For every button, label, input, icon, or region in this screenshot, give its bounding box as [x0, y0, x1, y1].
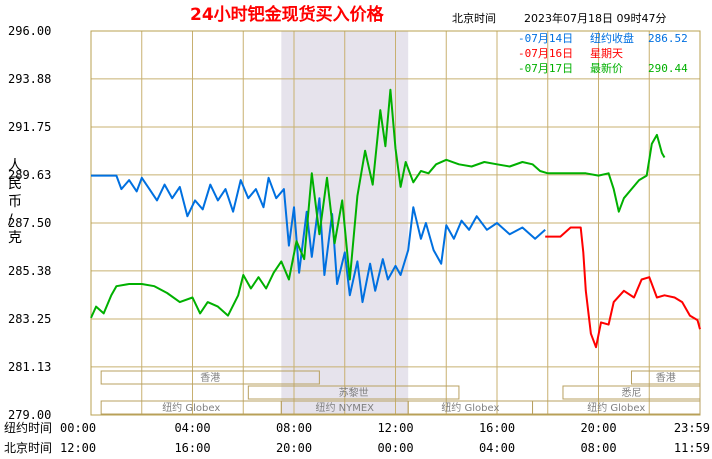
y-axis-label-char: 克	[8, 230, 22, 246]
series-line-2	[90, 88, 666, 319]
x-axis-ticks: 00:00 04:00 08:00 12:00 16:00 20:00 23:59 12:00…	[60, 421, 710, 455]
chart-title: 24小时钯金现货买入价格	[190, 4, 385, 25]
legend-value: 286.52	[648, 32, 688, 45]
y-tick-label: 287.50	[8, 216, 51, 230]
y-tick-label: 279.00	[8, 408, 51, 422]
tz-label: 北京时间	[452, 11, 496, 25]
session-label: 苏黎世	[339, 386, 369, 399]
y-tick-label: 283.25	[8, 312, 51, 326]
y-tick-label: 289.63	[8, 168, 51, 182]
x-tick-label-bj: 04:00	[479, 441, 515, 455]
y-axis-label-char: 民	[8, 176, 22, 192]
legend-label: 星期天	[590, 47, 623, 60]
x-tick-label-bj: 20:00	[276, 441, 312, 455]
y-tick-label: 296.00	[8, 24, 51, 38]
session-label: 香港	[200, 372, 220, 384]
session-box	[630, 370, 701, 385]
x-tick-label-bj: 11:59	[674, 441, 710, 455]
y-tick-label: 281.13	[8, 360, 51, 374]
series-line-1	[545, 226, 701, 349]
x-tick-label-bj: 12:00	[60, 441, 96, 455]
session-box	[100, 370, 320, 385]
session-box	[562, 385, 701, 400]
legend-value: 290.44	[648, 62, 688, 75]
ny-time-label: 纽约时间	[4, 420, 52, 435]
y-axis-label-char: 币	[8, 194, 22, 210]
y-axis-ticks: 296.00 293.88 291.75 289.63 287.50 285.38 283.…	[8, 24, 51, 422]
bj-time-label: 北京时间	[4, 441, 52, 455]
x-tick-label-ny: 16:00	[479, 421, 515, 435]
y-axis-label-char: 人	[8, 158, 22, 174]
y-axis-label: 人民币 / 克	[8, 158, 22, 246]
y-axis-label-char: /	[8, 212, 13, 228]
x-tick-label-ny: 20:00	[580, 421, 616, 435]
legend-date: -07月17日	[518, 62, 573, 75]
session-label: 纽约 Globex	[441, 401, 499, 414]
y-tick-label: 293.88	[8, 72, 51, 86]
legend-date: -07月16日	[518, 47, 573, 60]
session-label: 悉尼	[621, 387, 641, 399]
y-tick-label: 285.38	[8, 264, 51, 278]
x-tick-label-ny: 23:59	[674, 421, 710, 435]
timestamp: 2023年07月18日 09时47分	[524, 11, 666, 25]
session-box	[532, 400, 701, 415]
session-label: 纽约 Globex	[587, 401, 645, 414]
x-tick-label-ny: 04:00	[174, 421, 210, 435]
y-tick-label: 291.75	[8, 120, 51, 134]
legend-date: -07月14日	[518, 32, 573, 45]
series-lines	[90, 88, 701, 349]
session-label: 香港	[656, 372, 676, 384]
x-tick-label-bj: 00:00	[377, 441, 413, 455]
legend-label: 最新价	[590, 61, 623, 75]
x-tick-label-ny: 08:00	[276, 421, 312, 435]
grid-lines	[90, 30, 701, 416]
legend: -07月14日 纽约收盘 286.52 -07月16日 星期天 -07月17日 最新价 290…	[518, 31, 688, 75]
x-tick-label-ny: 12:00	[377, 421, 413, 435]
x-tick-label-bj: 16:00	[174, 441, 210, 455]
session-label: 纽约 NYMEX	[315, 401, 374, 414]
legend-label: 纽约收盘	[590, 31, 634, 45]
x-tick-label-ny: 00:00	[60, 421, 96, 435]
plot-frame	[90, 30, 701, 416]
session-label: 纽约 Globex	[162, 401, 220, 414]
x-tick-label-bj: 08:00	[580, 441, 616, 455]
series-line-0	[91, 174, 546, 304]
session-box	[247, 385, 460, 400]
